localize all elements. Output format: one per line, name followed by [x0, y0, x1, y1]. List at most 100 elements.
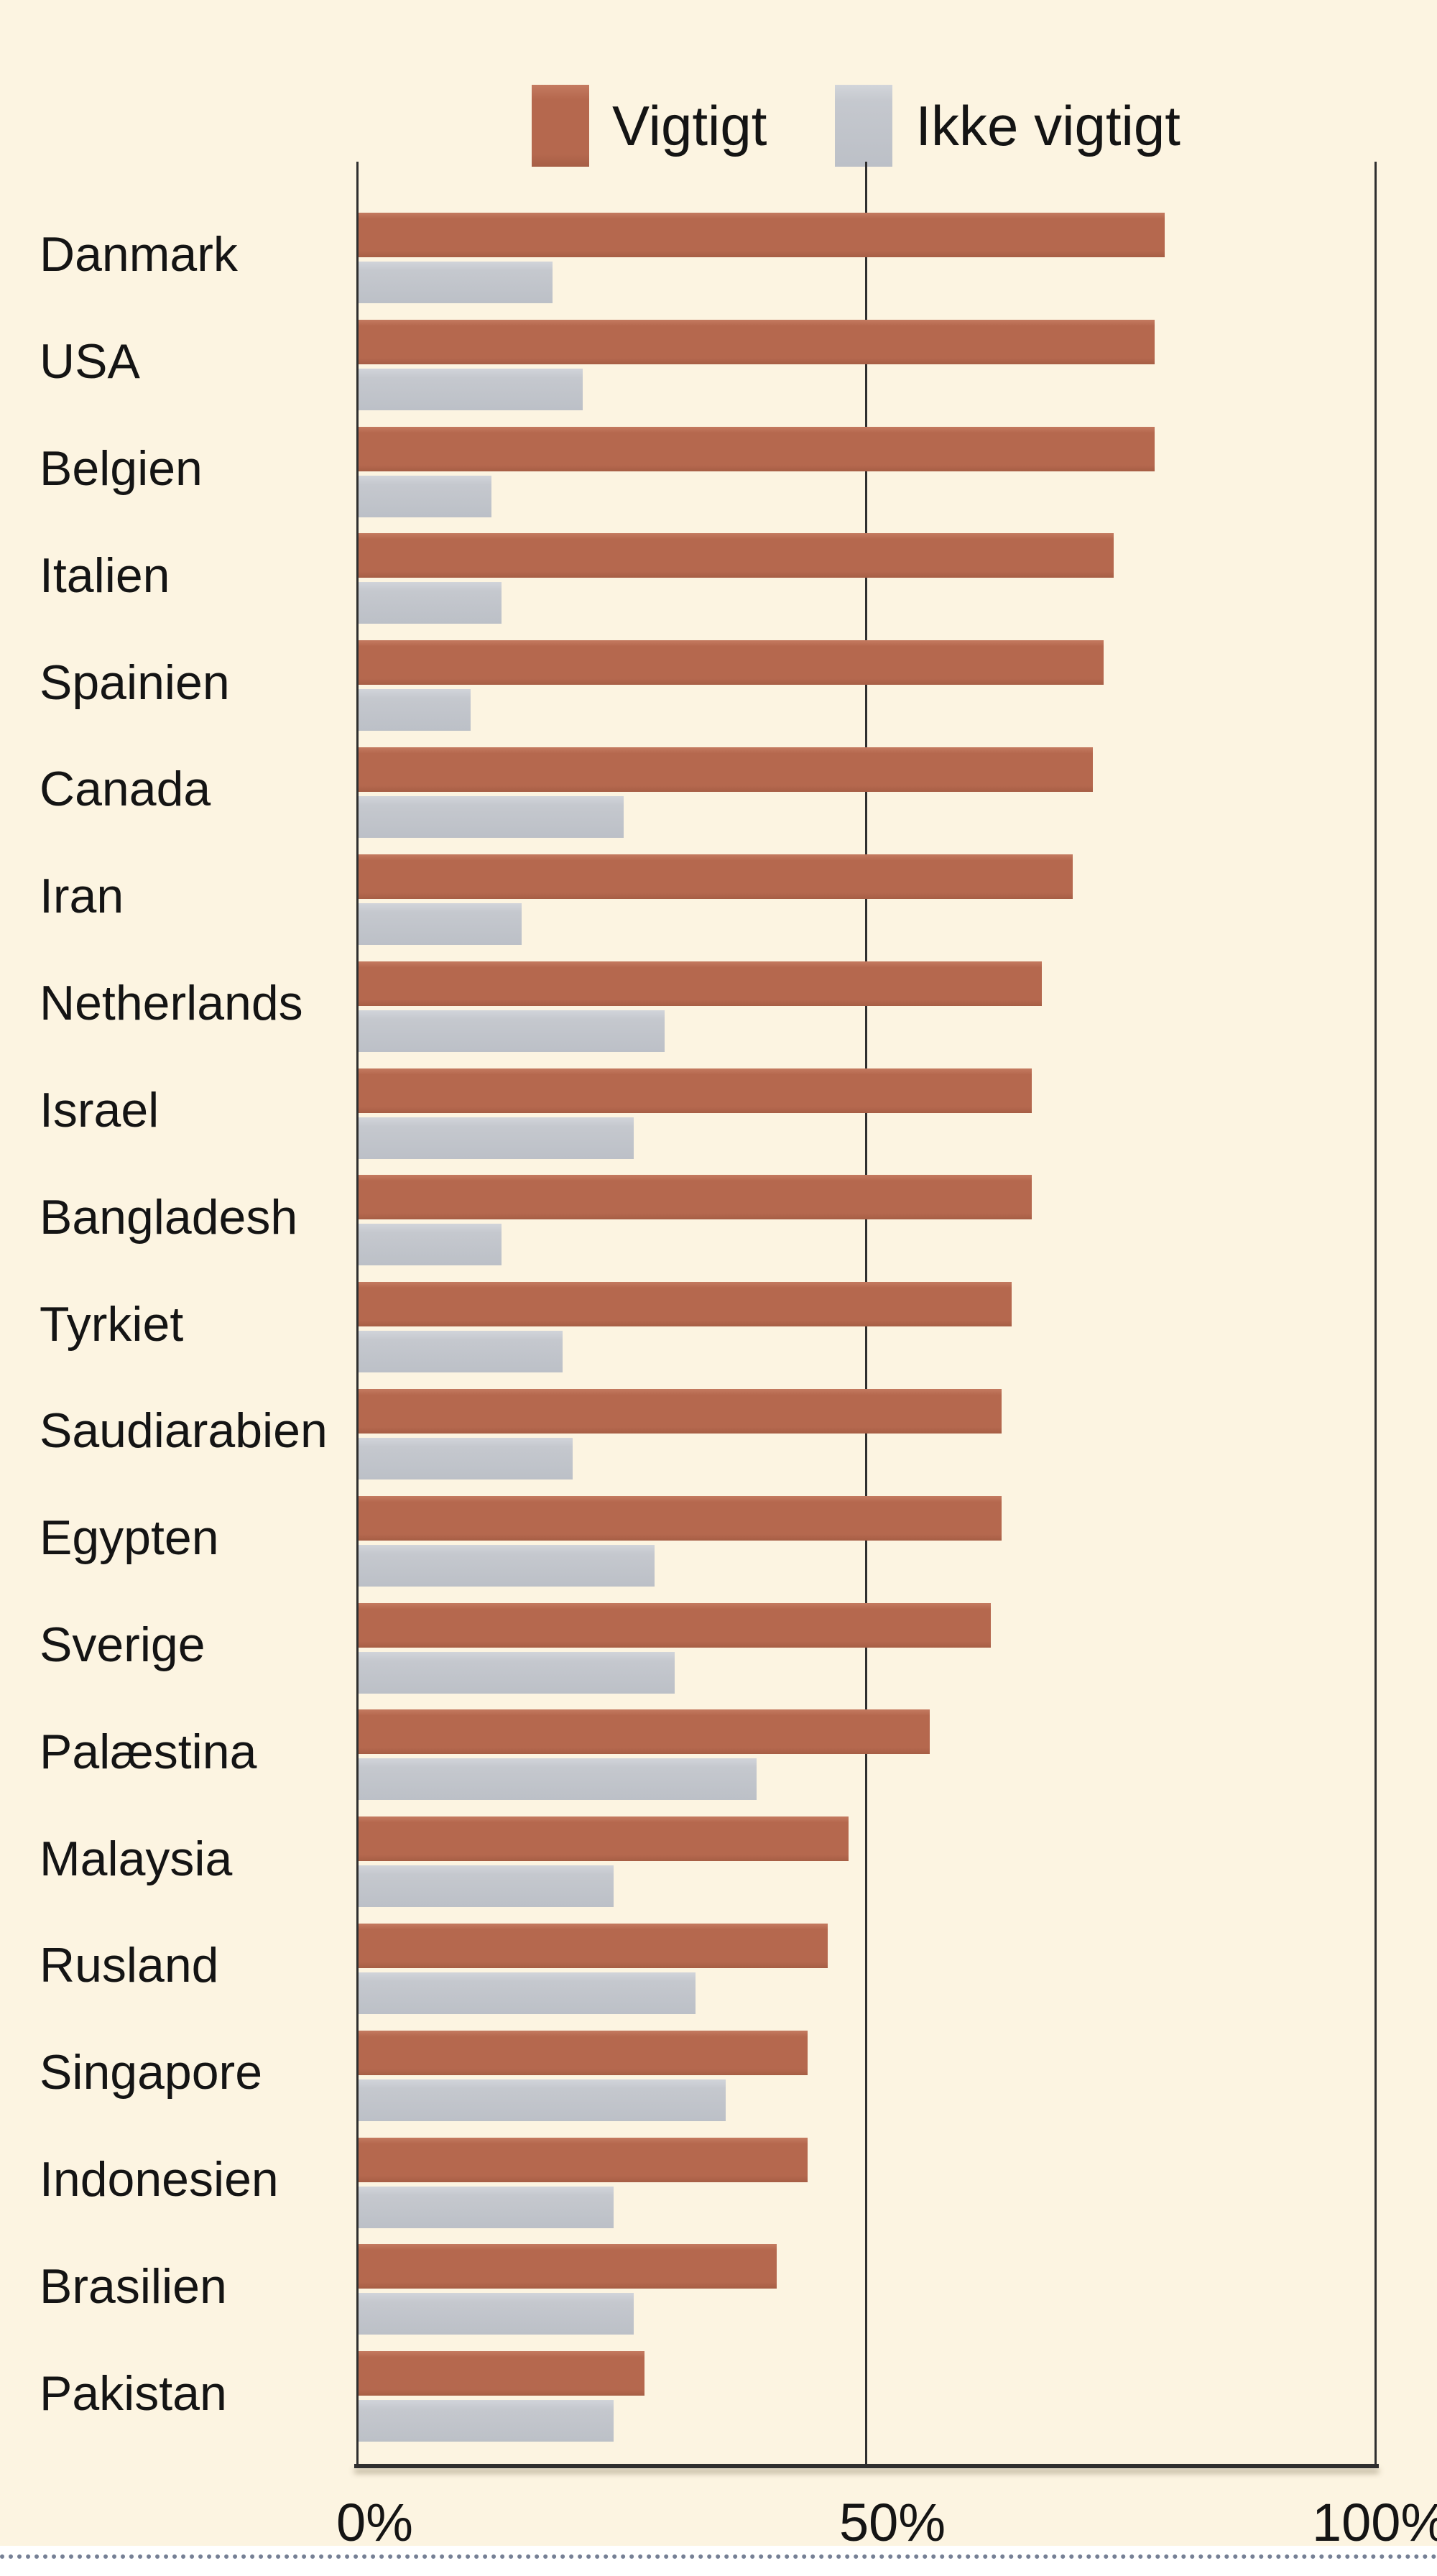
legend-label-vigtigt: Vigtigt — [612, 93, 767, 157]
bar-row-canada — [356, 742, 1377, 849]
bar-ikke-vigtigt-rusland — [359, 1972, 696, 2014]
bar-vigtigt-rusland — [359, 1924, 828, 1968]
category-label-netherlands: Netherlands — [40, 976, 303, 1031]
bar-ikke-vigtigt-canada — [359, 796, 624, 839]
bar-ikke-vigtigt-netherlands — [359, 1010, 665, 1052]
legend-item-vigtigt: Vigtigt — [532, 85, 767, 167]
bar-vigtigt-usa — [359, 319, 1155, 364]
bar-vigtigt-spainien — [359, 640, 1104, 685]
chart-legend: Vigtigt Ikke vigtigt — [532, 85, 1180, 167]
category-label-sverige: Sverige — [40, 1617, 205, 1672]
bar-vigtigt-netherlands — [359, 961, 1043, 1006]
category-label-indonesien: Indonesien — [40, 2152, 279, 2207]
bar-ikke-vigtigt-israel — [359, 1117, 634, 1159]
bar-row-saudiarabien — [356, 1383, 1377, 1490]
bar-row-usa — [356, 314, 1377, 421]
category-label-iran: Iran — [40, 869, 124, 924]
category-label-rusland: Rusland — [40, 1938, 219, 1993]
bar-rows — [356, 207, 1377, 2452]
bar-row-egypten — [356, 1490, 1377, 1597]
category-label-pakistan: Pakistan — [40, 2365, 227, 2421]
bar-row-palaestina — [356, 1704, 1377, 1811]
bar-ikke-vigtigt-pakistan — [359, 2400, 614, 2442]
bar-row-netherlands — [356, 956, 1377, 1063]
legend-label-ikke-vigtigt: Ikke vigtigt — [915, 93, 1180, 157]
bar-vigtigt-canada — [359, 747, 1094, 793]
bar-ikke-vigtigt-palaestina — [359, 1758, 757, 1801]
bar-row-iran — [356, 849, 1377, 956]
bar-ikke-vigtigt-spainien — [359, 689, 471, 731]
category-label-belgien: Belgien — [40, 441, 203, 497]
bar-vigtigt-egypten — [359, 1495, 1002, 1541]
bar-row-malaysia — [356, 1811, 1377, 1918]
legend-item-ikke-vigtigt: Ikke vigtigt — [835, 85, 1180, 167]
category-label-singapore: Singapore — [40, 2045, 263, 2100]
bar-vigtigt-singapore — [359, 2030, 808, 2075]
tick-label-50pct: 50% — [839, 2493, 946, 2552]
plot-area — [354, 162, 1379, 2468]
bar-vigtigt-palaestina — [359, 1709, 930, 1755]
bar-ikke-vigtigt-saudiarabien — [359, 1437, 573, 1479]
bar-row-pakistan — [356, 2345, 1377, 2452]
bar-vigtigt-danmark — [359, 213, 1165, 257]
bar-ikke-vigtigt-sverige — [359, 1651, 675, 1694]
bar-vigtigt-tyrkiet — [359, 1282, 1012, 1327]
bar-ikke-vigtigt-brasilien — [359, 2293, 634, 2335]
bar-ikke-vigtigt-danmark — [359, 262, 553, 303]
bar-ikke-vigtigt-iran — [359, 902, 522, 945]
bar-ikke-vigtigt-singapore — [359, 2079, 726, 2121]
legend-swatch-vigtigt-icon — [532, 85, 589, 167]
x-axis-ticks: 0% 50% 100% — [0, 2492, 1437, 2557]
bar-vigtigt-italien — [359, 533, 1114, 578]
bar-row-sverige — [356, 1597, 1377, 1704]
bar-ikke-vigtigt-belgien — [359, 475, 491, 517]
bottom-strip — [0, 2546, 1437, 2576]
bar-vigtigt-indonesien — [359, 2137, 808, 2182]
category-label-saudiarabien: Saudiarabien — [40, 1403, 328, 1459]
bar-row-belgien — [356, 421, 1377, 528]
bar-vigtigt-malaysia — [359, 1816, 849, 1862]
category-label-israel: Israel — [40, 1082, 160, 1137]
category-labels: Danmark USA Belgien Italien Spainien Canada Ir… — [40, 207, 348, 2452]
bar-row-indonesien — [356, 2132, 1377, 2239]
bar-vigtigt-brasilien — [359, 2244, 777, 2289]
bar-ikke-vigtigt-tyrkiet — [359, 1331, 563, 1373]
category-label-danmark: Danmark — [40, 227, 238, 282]
category-label-palaestina: Palæstina — [40, 1724, 257, 1779]
bar-vigtigt-saudiarabien — [359, 1388, 1002, 1434]
category-label-canada: Canada — [40, 762, 211, 817]
bar-vigtigt-sverige — [359, 1602, 992, 1648]
bar-row-bangladesh — [356, 1169, 1377, 1276]
bar-ikke-vigtigt-usa — [359, 368, 583, 410]
bar-ikke-vigtigt-indonesien — [359, 2186, 614, 2228]
legend-swatch-ikke-vigtigt-icon — [835, 85, 893, 167]
bar-row-singapore — [356, 2025, 1377, 2132]
tick-label-0pct: 0% — [336, 2493, 413, 2552]
category-label-usa: USA — [40, 334, 140, 389]
category-label-brasilien: Brasilien — [40, 2258, 227, 2314]
bar-row-rusland — [356, 1918, 1377, 2025]
category-label-malaysia: Malaysia — [40, 1831, 233, 1886]
x-axis-line — [354, 2464, 1379, 2468]
bar-vigtigt-pakistan — [359, 2351, 644, 2396]
tick-label-100pct: 100% — [1312, 2493, 1437, 2552]
bar-row-israel — [356, 1063, 1377, 1170]
category-label-italien: Italien — [40, 548, 170, 603]
bar-ikke-vigtigt-bangladesh — [359, 1224, 502, 1266]
bar-vigtigt-iran — [359, 854, 1073, 899]
bar-ikke-vigtigt-malaysia — [359, 1865, 614, 1908]
bar-row-italien — [356, 527, 1377, 634]
bar-vigtigt-israel — [359, 1068, 1032, 1113]
category-label-bangladesh: Bangladesh — [40, 1189, 298, 1245]
bar-row-brasilien — [356, 2238, 1377, 2345]
bar-vigtigt-belgien — [359, 426, 1155, 471]
category-label-spainien: Spainien — [40, 655, 230, 710]
bar-vigtigt-bangladesh — [359, 1175, 1032, 1220]
category-label-egypten: Egypten — [40, 1510, 219, 1566]
bar-row-tyrkiet — [356, 1276, 1377, 1383]
category-label-tyrkiet: Tyrkiet — [40, 1296, 184, 1352]
gridline-100pct — [1374, 162, 1377, 2468]
gridline-0pct — [356, 162, 359, 2468]
bar-row-danmark — [356, 207, 1377, 314]
